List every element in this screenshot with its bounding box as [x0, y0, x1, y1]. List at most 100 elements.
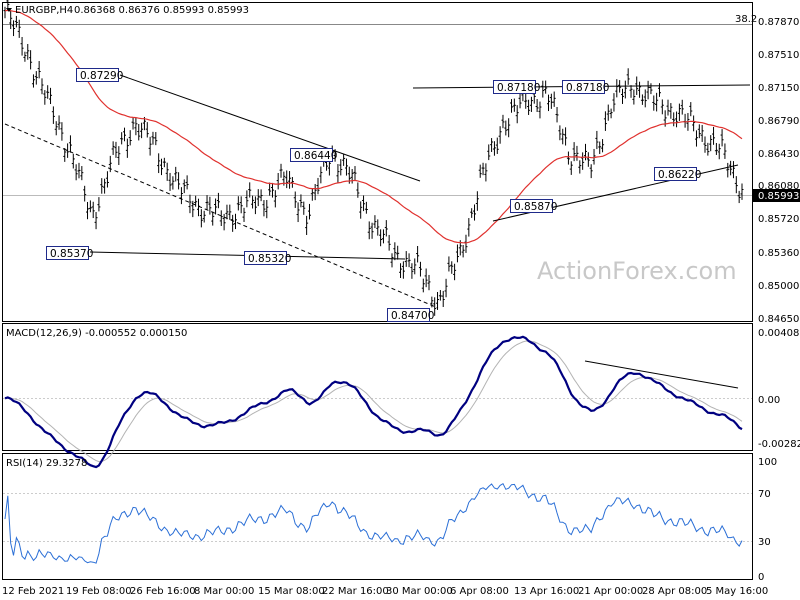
price-bar — [379, 229, 383, 247]
price-bar — [444, 278, 448, 298]
price-bar — [578, 160, 582, 174]
level-box-85370: 0.85370 — [46, 246, 93, 260]
price-bar — [416, 245, 420, 263]
price-bar — [302, 201, 306, 215]
price-bar — [478, 164, 482, 178]
price-bar — [339, 159, 343, 176]
price-bar — [581, 152, 585, 170]
price-bar — [245, 190, 249, 208]
price-bar — [285, 170, 289, 189]
price-bar — [396, 245, 400, 260]
price-bar — [29, 50, 33, 70]
price-bar — [529, 96, 533, 112]
price-bar — [17, 19, 21, 38]
price-bar — [566, 151, 570, 165]
rsi-line — [4, 482, 743, 564]
time-tick: 21 Apr 00:00 — [578, 586, 643, 597]
price-bar — [31, 74, 35, 88]
price-bar — [455, 244, 459, 263]
price-bar — [88, 200, 92, 213]
macd-panel-frame — [2, 323, 753, 451]
price-bar — [57, 115, 61, 130]
price-bar — [564, 127, 568, 146]
time-tick: 26 Feb 16:00 — [130, 586, 196, 597]
price-bar — [310, 188, 314, 201]
price-bar — [370, 222, 374, 239]
price-bar — [12, 20, 16, 37]
time-tick: 6 Apr 08:00 — [450, 586, 509, 597]
price-bar — [583, 143, 587, 161]
price-bar — [68, 135, 72, 153]
price-bar — [731, 161, 735, 179]
price-bar — [222, 213, 226, 231]
price-bar — [3, 6, 7, 19]
price-bar — [595, 130, 599, 150]
price-bar — [117, 146, 121, 166]
price-bar — [592, 148, 596, 165]
price-bar — [157, 153, 161, 174]
price-bar — [74, 164, 78, 181]
price-bar — [177, 172, 181, 190]
ohlc-label: 0.86368 0.86376 0.85993 0.85993 — [74, 5, 249, 16]
price-bar — [9, 10, 13, 30]
price-bar — [344, 158, 348, 176]
time-tick: 19 Feb 08:00 — [66, 586, 132, 597]
price-bar — [134, 117, 138, 136]
price-bar — [51, 106, 55, 124]
price-bar — [54, 121, 58, 136]
price-bar — [196, 198, 200, 217]
price-bar — [299, 194, 303, 208]
price-bar — [672, 112, 676, 127]
price-bar — [248, 182, 252, 198]
price-bar — [603, 111, 607, 131]
price-bar — [413, 258, 417, 275]
price-bar — [182, 179, 186, 194]
price-bar — [601, 139, 605, 153]
price-bar — [165, 162, 169, 181]
price-bar — [60, 122, 64, 141]
watermark: ActionForex.com — [537, 257, 737, 285]
price-bar — [538, 101, 542, 119]
price-bar — [549, 93, 553, 109]
time-axis: 12 Feb 2021 19 Feb 08:00 26 Feb 16:00 8 … — [2, 586, 768, 597]
price-bar — [362, 195, 366, 212]
level-86440: 0.86440 — [294, 150, 337, 162]
price-bar — [211, 211, 215, 226]
rsi-panel-frame — [2, 453, 753, 580]
price-bar — [262, 200, 266, 217]
time-tick: 30 Mar 00:00 — [386, 586, 453, 597]
price-tick: 0.87870 — [758, 17, 799, 28]
price-bar — [49, 87, 53, 105]
price-bar — [615, 79, 619, 98]
price-bar — [438, 290, 442, 301]
price-bar — [251, 195, 255, 209]
price-bar — [473, 204, 477, 221]
price-bar — [689, 102, 693, 117]
price-bar — [140, 122, 144, 139]
price-bar — [313, 183, 317, 201]
price-bar — [638, 81, 642, 98]
price-bar — [231, 214, 235, 232]
price-bar — [162, 157, 166, 168]
price-tick: 0.84650 — [758, 314, 799, 325]
macd-trend-line — [584, 360, 739, 389]
moving-average-line — [4, 9, 743, 244]
price-bar — [199, 209, 203, 228]
price-bar — [740, 183, 744, 200]
rsi-title: RSI(14) 29.3278 — [6, 458, 87, 469]
price-bar — [680, 99, 684, 115]
price-bar — [114, 141, 118, 158]
price-bar — [700, 124, 704, 142]
price-bar — [216, 192, 220, 209]
price-bar — [586, 152, 590, 167]
price-bar — [128, 130, 132, 146]
time-tick: 13 Apr 16:00 — [514, 586, 579, 597]
price-bar — [236, 196, 240, 211]
price-bar — [290, 176, 294, 188]
level-box-84700: 0.84700 — [387, 308, 434, 322]
level-87180-a: 0.87180 — [497, 82, 540, 94]
price-bar — [515, 105, 519, 124]
price-bar — [547, 94, 551, 112]
price-bar — [14, 15, 18, 28]
price-bar — [692, 115, 696, 132]
